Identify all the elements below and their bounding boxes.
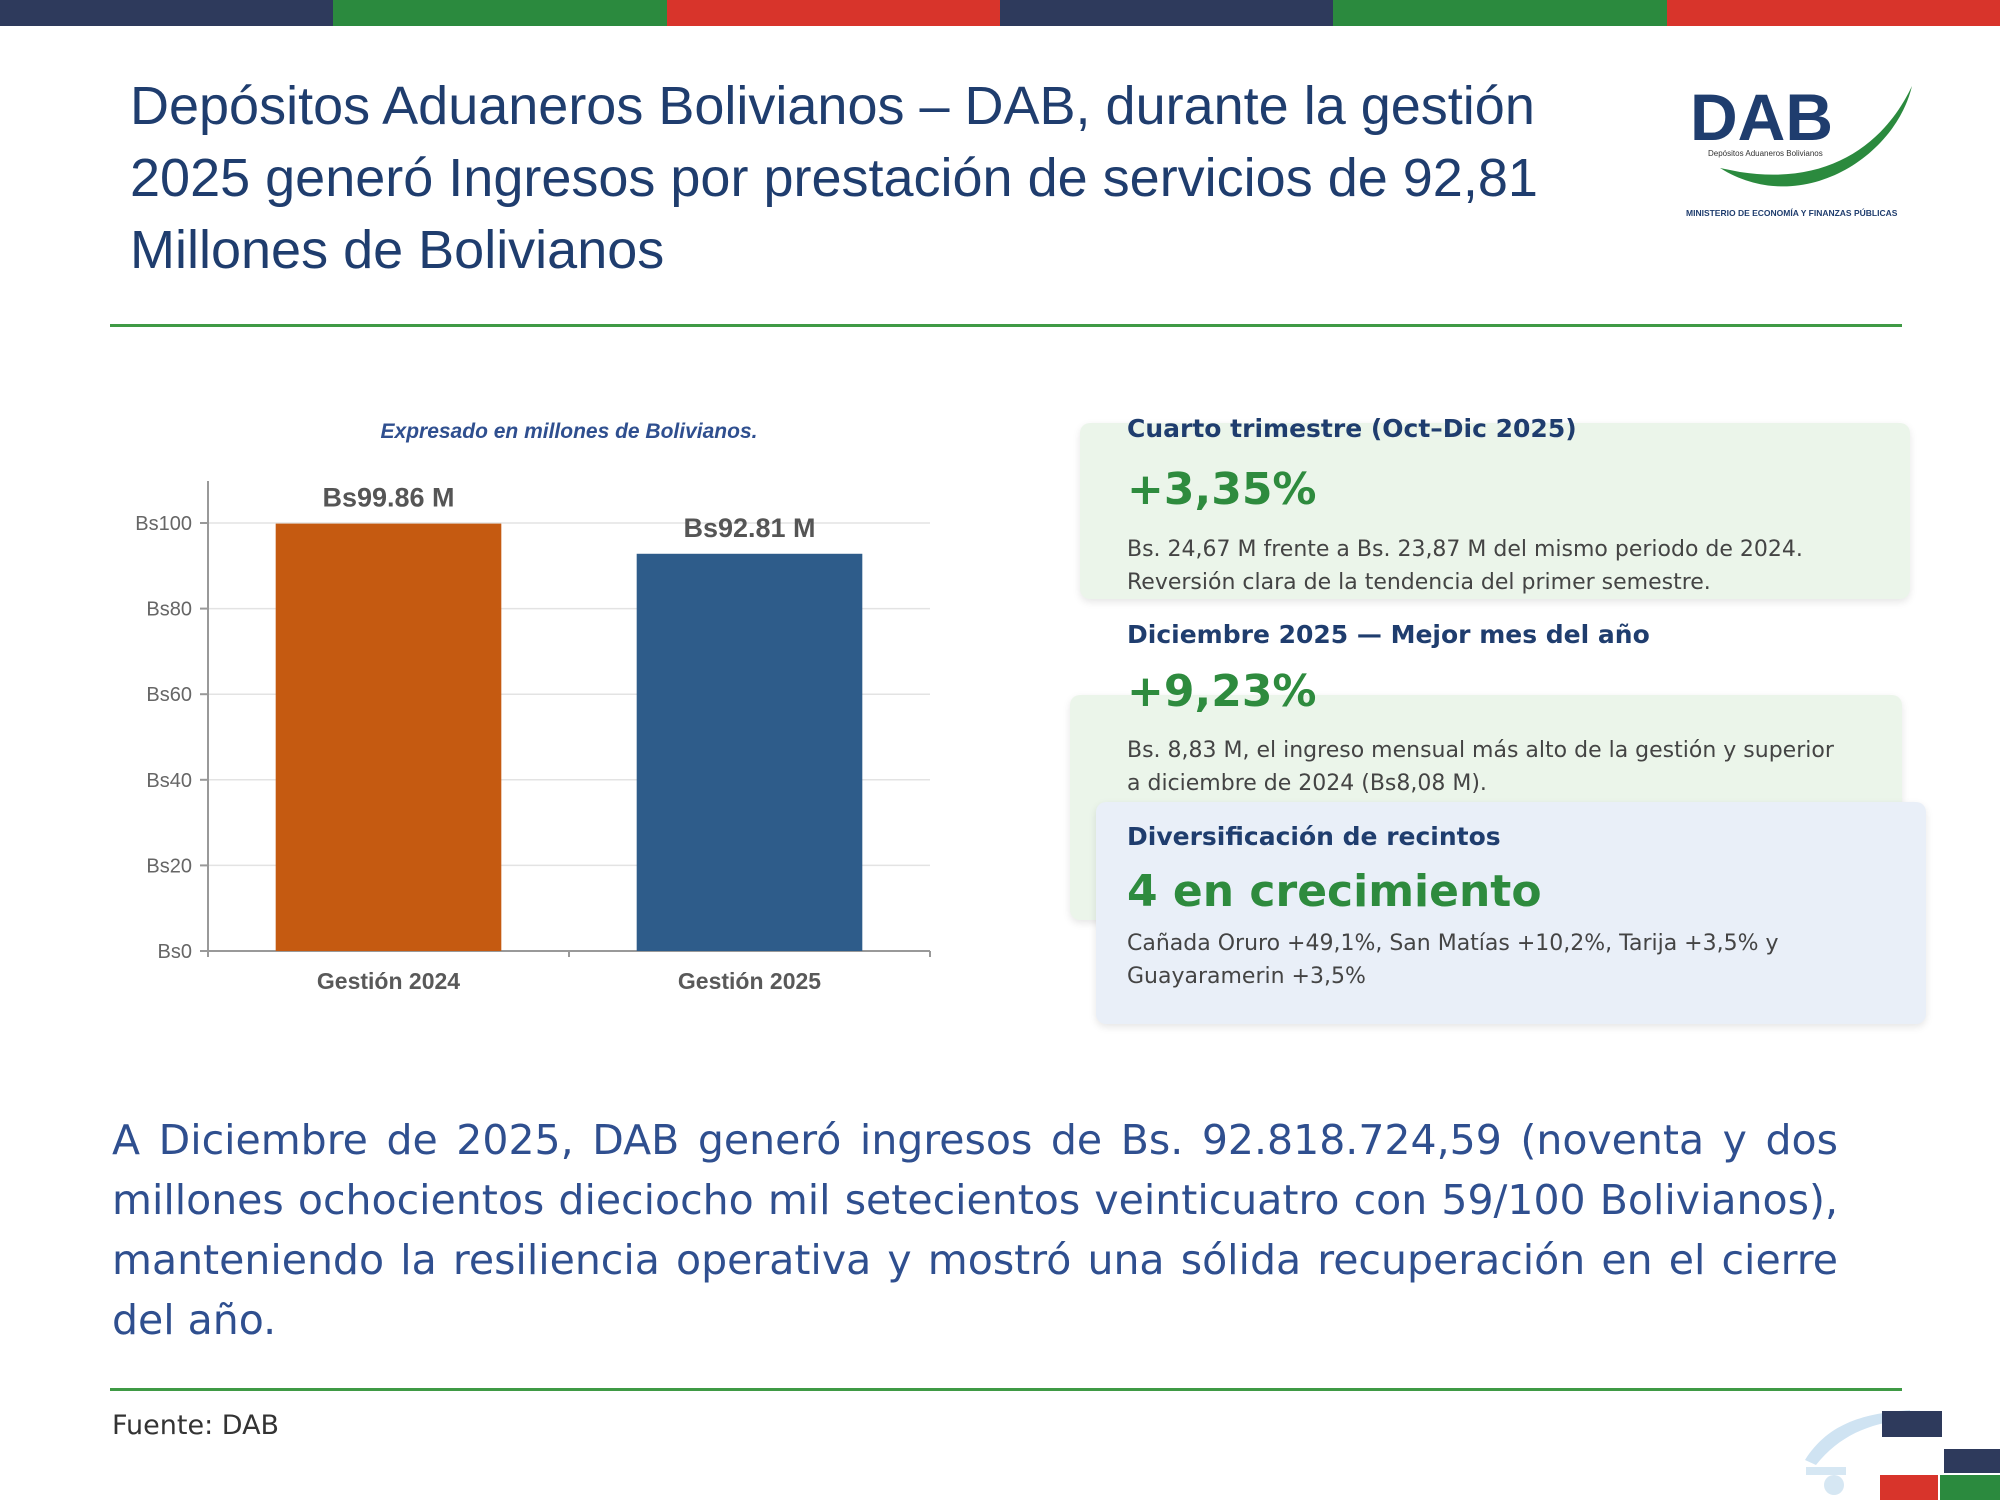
y-tick-label: Bs20 bbox=[146, 855, 192, 877]
dab-logo: DAB Depósitos Aduaneros Bolivianos MINIS… bbox=[1686, 80, 1912, 218]
revenue-bar-chart: Expresado en millones de Bolivianos. Bs0 B… bbox=[135, 420, 931, 994]
card-recintos-desc-2: Guayaramerin +3,5% bbox=[1127, 964, 1366, 989]
card-q4-desc-2: Reversión clara de la tendencia del prim… bbox=[1127, 570, 1711, 595]
card-recintos-desc-1: Cañada Oruro +49,1%, San Matías +10,2%, … bbox=[1127, 931, 1779, 956]
chart-subtitle: Expresado en millones de Bolivianos. bbox=[381, 420, 758, 443]
card-q4 bbox=[1080, 423, 1910, 599]
logo-text: DAB bbox=[1690, 80, 1833, 154]
card-recintos-title: Diversificación de recintos bbox=[1127, 822, 1501, 851]
page-title: Depósitos Aduaneros Bolivianos – DAB, du… bbox=[130, 76, 1538, 280]
top-color-bar bbox=[0, 0, 2000, 26]
card-december-desc-2: a diciembre de 2024 (Bs8,08 M). bbox=[1127, 771, 1487, 796]
card-december-value: +9,23% bbox=[1127, 666, 1317, 717]
summary-paragraph: A Diciembre de 2025, DAB generó ingresos… bbox=[112, 1116, 1838, 1344]
source-note: Fuente: DAB bbox=[112, 1410, 280, 1441]
y-tick-label: Bs80 bbox=[146, 599, 192, 621]
bar-gestión-2024 bbox=[275, 523, 502, 951]
footer-divider bbox=[110, 1388, 1902, 1391]
y-tick-label: Bs0 bbox=[158, 941, 192, 963]
y-tick-label: Bs100 bbox=[135, 513, 192, 535]
card-recintos bbox=[1096, 802, 1926, 1024]
card-december-title: Diciembre 2025 — Mejor mes del año bbox=[1127, 620, 1650, 649]
logo-subtitle: Depósitos Aduaneros Bolivianos bbox=[1708, 149, 1823, 158]
bar-gestión-2025 bbox=[636, 553, 863, 951]
card-q4-title: Cuarto trimestre (Oct–Dic 2025) bbox=[1127, 414, 1577, 443]
y-tick-label: Bs40 bbox=[146, 770, 192, 792]
card-q4-desc-1: Bs. 24,67 M frente a Bs. 23,87 M del mis… bbox=[1127, 537, 1803, 562]
card-q4-value: +3,35% bbox=[1127, 464, 1317, 515]
bar-data-label: Bs92.81 M bbox=[683, 513, 815, 543]
logo-ministry: MINISTERIO DE ECONOMÍA Y FINANZAS PÚBLIC… bbox=[1686, 207, 1898, 218]
corner-containers-graphic bbox=[1805, 1410, 2000, 1500]
x-category-label: Gestión 2025 bbox=[678, 968, 821, 994]
title-divider bbox=[110, 324, 1902, 327]
bar-data-label: Bs99.86 M bbox=[322, 483, 454, 513]
card-december-desc-1: Bs. 8,83 M, el ingreso mensual más alto … bbox=[1127, 738, 1834, 763]
card-recintos-value: 4 en crecimiento bbox=[1127, 866, 1542, 917]
y-tick-label: Bs60 bbox=[146, 684, 192, 706]
x-category-label: Gestión 2024 bbox=[317, 968, 460, 994]
